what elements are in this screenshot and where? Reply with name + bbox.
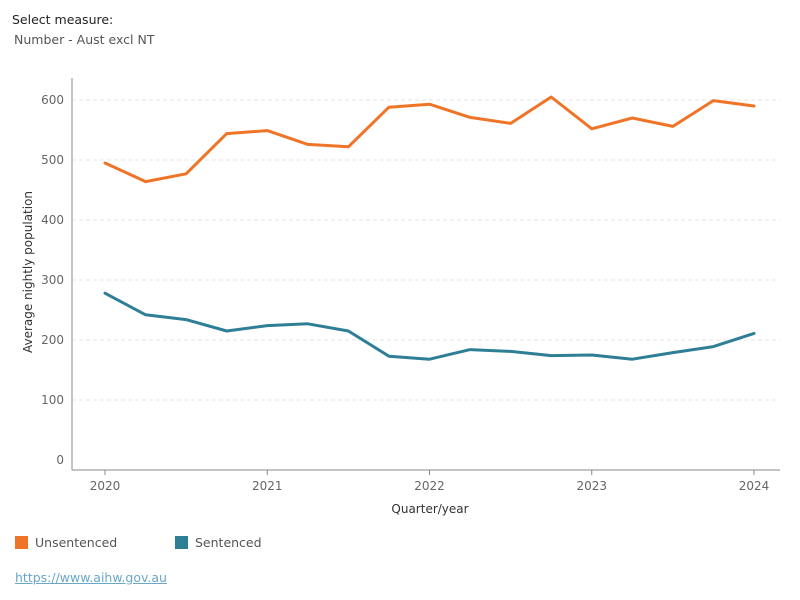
- source-link[interactable]: https://www.aihw.gov.au: [15, 570, 167, 585]
- select-measure-label: Select measure:: [12, 12, 114, 27]
- line-chart: 0 100 200 300 400 500 600 2020 2021 2022 2023 2024…: [21, 78, 780, 516]
- x-tick-2022: 2022: [414, 479, 445, 493]
- y-tick-400: 400: [41, 213, 64, 227]
- series-lines: [103, 95, 756, 361]
- y-axis-label: Average nightly population: [21, 191, 35, 353]
- x-tick-2020: 2020: [90, 479, 121, 493]
- axes: [71, 78, 780, 471]
- x-tick-2023: 2023: [576, 479, 607, 493]
- legend-label-unsentenced: Unsentenced: [35, 535, 118, 550]
- legend-label-sentenced: Sentenced: [195, 535, 262, 550]
- unsentenced-swatch: [15, 536, 28, 549]
- measure-selector[interactable]: Number - Aust excl NT: [14, 32, 155, 47]
- y-tick-300: 300: [41, 273, 64, 287]
- series-line-unsentenced: [103, 95, 756, 184]
- legend-item-unsentenced[interactable]: Unsentenced: [15, 535, 175, 550]
- x-tick-2021: 2021: [252, 479, 283, 493]
- x-axis-label: Quarter/year: [391, 502, 468, 516]
- legend: Unsentenced Sentenced: [15, 535, 335, 550]
- y-tick-labels: 0 100 200 300 400 500 600: [41, 93, 64, 467]
- y-tick-200: 200: [41, 333, 64, 347]
- y-tick-0: 0: [56, 453, 64, 467]
- legend-item-sentenced[interactable]: Sentenced: [175, 535, 335, 550]
- sentenced-swatch: [175, 536, 188, 549]
- x-tick-labels: 2020 2021 2022 2023 2024: [90, 470, 770, 493]
- x-tick-2024: 2024: [739, 479, 770, 493]
- series-line-sentenced: [103, 291, 756, 361]
- gridlines: [72, 99, 780, 401]
- y-tick-600: 600: [41, 93, 64, 107]
- y-tick-500: 500: [41, 153, 64, 167]
- y-tick-100: 100: [41, 393, 64, 407]
